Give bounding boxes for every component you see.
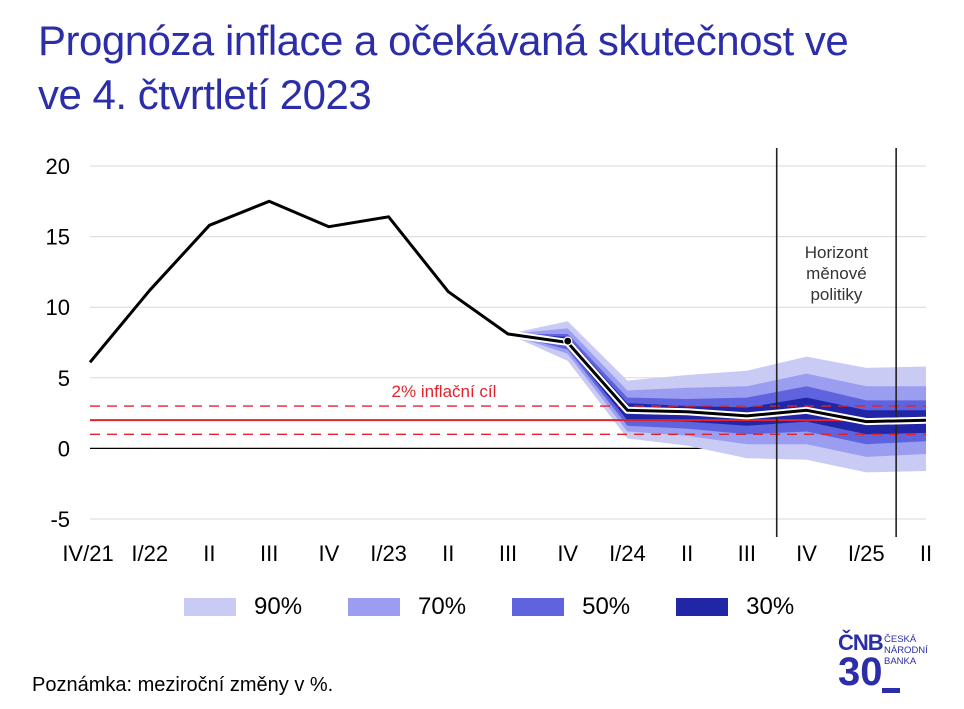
- x-tick-label: III: [738, 541, 756, 566]
- legend: 90% 70% 50% 30%: [184, 592, 840, 622]
- x-tick-label: I/22: [131, 541, 168, 566]
- cnb-logo: ČNB 30 ČESKÁ NÁRODNÍ BANKA: [838, 630, 948, 700]
- x-tick-label: IV/21: [62, 541, 113, 566]
- x-tick-label: IV: [796, 541, 817, 566]
- legend-item-90: 90%: [184, 592, 302, 622]
- x-tick-label: II: [920, 541, 932, 566]
- fan-chart: 2% inflační cíl Horizont měnové politiky -…: [46, 148, 932, 566]
- footnote: Poznámka: meziroční změny v %.: [32, 674, 334, 696]
- legend-label-90: 90%: [254, 593, 303, 620]
- y-tick-label: 0: [58, 436, 70, 461]
- horizon-label-line: politiky: [810, 285, 862, 304]
- y-tick-label: 5: [58, 366, 70, 391]
- x-tick-label: I/25: [848, 541, 885, 566]
- y-tick-label: 10: [46, 295, 70, 320]
- outturn-point: [563, 336, 573, 346]
- chart-title: Prognóza inflace a očekávaná skutečnost …: [38, 14, 938, 122]
- policy-horizon: Horizont měnové politiky: [775, 148, 897, 537]
- target-label: 2% inflační cíl: [392, 382, 497, 401]
- chart-title-line-2: ve 4. čtvrtletí 2023: [38, 71, 372, 118]
- y-tick-label: 20: [46, 154, 70, 179]
- x-tick-label: III: [260, 541, 278, 566]
- legend-swatch-90: [184, 598, 236, 616]
- x-tick-label: III: [499, 541, 517, 566]
- logo-name-line-3: BANKA: [884, 656, 917, 667]
- legend-label-50: 50%: [582, 593, 631, 620]
- fan-band-30: [508, 334, 926, 435]
- horizon-label-line: Horizont: [805, 243, 869, 262]
- grid-lines: [90, 165, 926, 520]
- horizon-label-line: měnové: [806, 264, 866, 283]
- legend-label-30: 30%: [746, 593, 795, 620]
- x-tick-label: II: [442, 541, 454, 566]
- logo-mark: ČNB: [838, 630, 884, 655]
- x-tick-label: II: [203, 541, 215, 566]
- inflation-target: 2% inflační cíl: [90, 382, 926, 435]
- logo-name: ČESKÁ NÁRODNÍ BANKA: [884, 634, 928, 667]
- legend-swatch-70: [348, 598, 401, 616]
- y-tick-label: -5: [50, 507, 70, 532]
- x-tick-label: IV: [557, 541, 578, 566]
- logo-number: 30: [838, 650, 883, 694]
- x-tick-label: I/23: [370, 541, 407, 566]
- x-axis-ticks: IV/21 I/22 II III IV I/23 II III IV I/24 II III IV I/…: [62, 541, 932, 566]
- chart-title-line-1: Prognóza inflace a očekávaná skutečnost …: [38, 17, 849, 64]
- inflation-series: [88, 199, 927, 426]
- y-axis-ticks: -5 0 5 10 15 20: [46, 154, 70, 532]
- logo-bar: [882, 688, 900, 693]
- legend-swatch-30: [676, 598, 729, 616]
- y-tick-label: 15: [46, 225, 70, 250]
- legend-label-70: 70%: [418, 593, 467, 620]
- x-tick-label: II: [681, 541, 693, 566]
- legend-item-50: 50%: [512, 592, 630, 622]
- logo-name-line-2: NÁRODNÍ: [884, 645, 928, 656]
- x-tick-label: I/24: [609, 541, 646, 566]
- legend-item-30: 30%: [676, 592, 794, 622]
- logo-name-line-1: ČESKÁ: [884, 634, 917, 645]
- x-tick-label: IV: [318, 541, 339, 566]
- legend-swatch-50: [512, 598, 565, 616]
- series-line: [88, 199, 927, 424]
- legend-item-70: 70%: [348, 592, 466, 622]
